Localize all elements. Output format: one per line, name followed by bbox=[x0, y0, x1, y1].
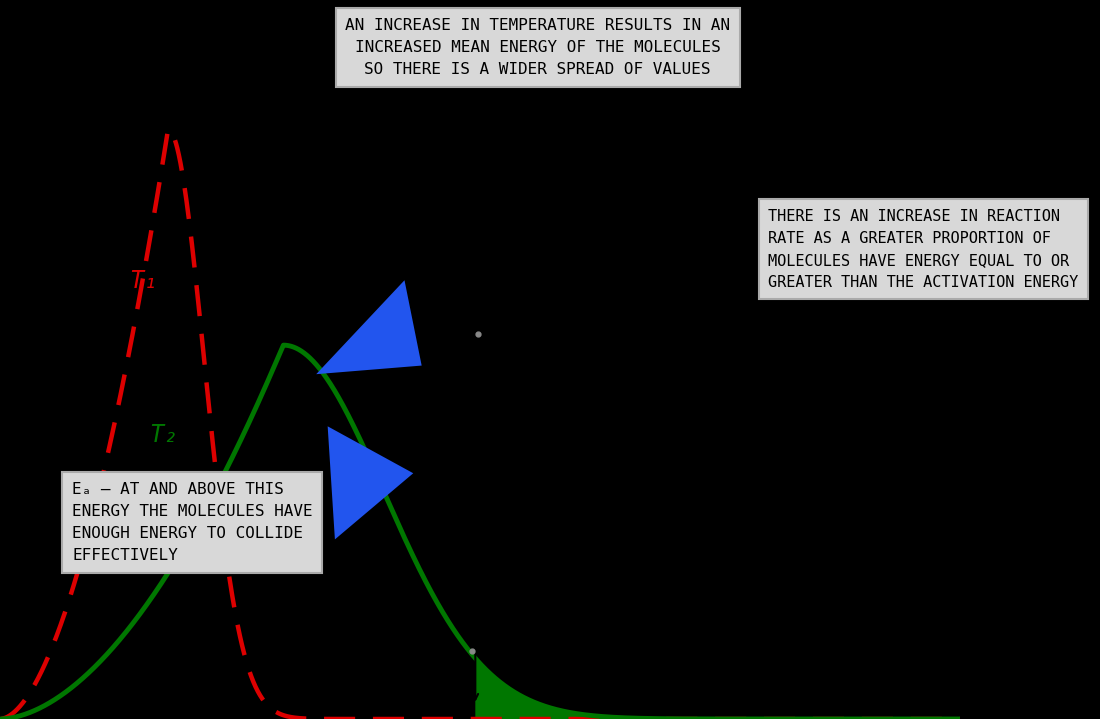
Polygon shape bbox=[475, 659, 960, 719]
Text: AN INCREASE IN TEMPERATURE RESULTS IN AN
INCREASED MEAN ENERGY OF THE MOLECULES
: AN INCREASE IN TEMPERATURE RESULTS IN AN… bbox=[345, 18, 730, 78]
Text: Eₐ – AT AND ABOVE THIS
ENERGY THE MOLECULES HAVE
ENOUGH ENERGY TO COLLIDE
EFFECT: Eₐ – AT AND ABOVE THIS ENERGY THE MOLECU… bbox=[72, 482, 312, 563]
Text: THERE IS AN INCREASE IN REACTION
RATE AS A GREATER PROPORTION OF
MOLECULES HAVE : THERE IS AN INCREASE IN REACTION RATE AS… bbox=[768, 209, 1078, 290]
Text: T₂: T₂ bbox=[148, 423, 177, 447]
Text: T₁: T₁ bbox=[130, 269, 158, 293]
Polygon shape bbox=[316, 280, 421, 374]
Polygon shape bbox=[328, 426, 414, 539]
